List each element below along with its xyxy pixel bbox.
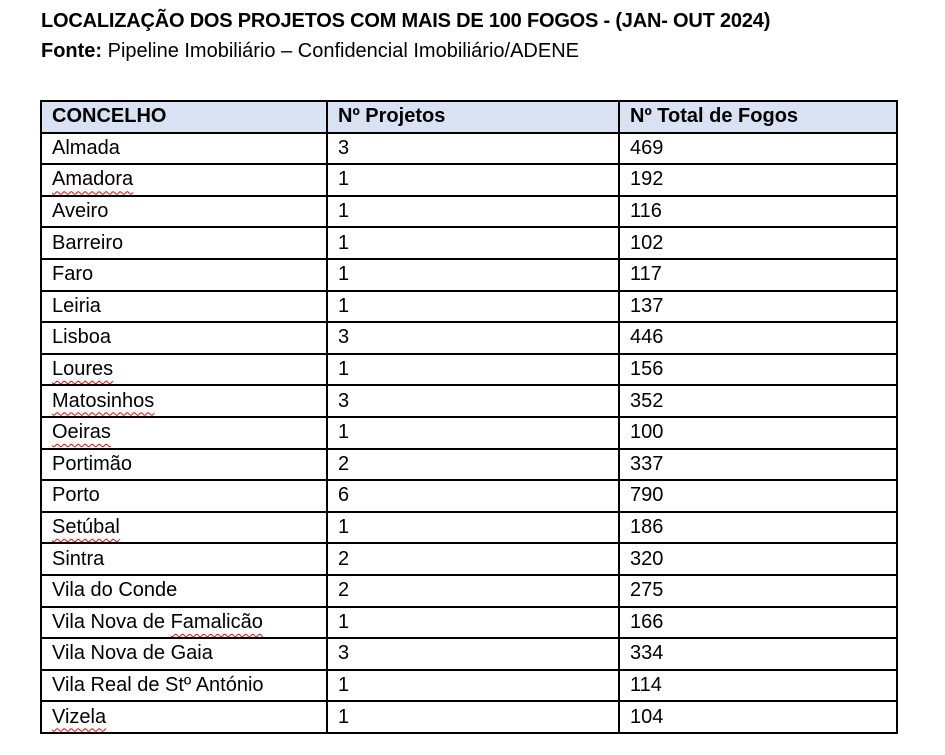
spellcheck-underlined-word: Setúbal bbox=[52, 516, 120, 539]
concelho-cell: Amadora bbox=[40, 163, 328, 197]
concelho-cell: Barreiro bbox=[40, 226, 328, 260]
num-projetos-cell: 3 bbox=[326, 384, 620, 418]
num-projetos-cell: 2 bbox=[326, 542, 620, 576]
table-row: Vizela 1 104 bbox=[40, 700, 898, 734]
header-num-total-fogos: Nº Total de Fogos bbox=[618, 100, 898, 134]
num-total-fogos-cell: 114 bbox=[618, 668, 898, 703]
num-projetos-cell: 1 bbox=[326, 226, 620, 260]
spellcheck-underlined-word: Amadora bbox=[52, 168, 134, 191]
num-total-fogos-cell: 337 bbox=[618, 447, 898, 482]
num-total-fogos-cell: 446 bbox=[618, 321, 898, 355]
num-projetos-cell: 2 bbox=[326, 573, 620, 608]
concelho-cell: Almada bbox=[40, 131, 328, 166]
concelho-cell: Faro bbox=[40, 257, 328, 292]
num-total-fogos-cell: 469 bbox=[618, 131, 898, 166]
table-body: Almada 3 469 Amadora 1 192 Aveiro 1 116 Barreiro 1… bbox=[40, 131, 898, 734]
concelho-cell: Vila do Conde bbox=[40, 573, 328, 608]
num-projetos-cell: 1 bbox=[326, 510, 620, 545]
spellcheck-underlined-word: Vizela bbox=[52, 705, 107, 728]
table-row: Vila Nova de Gaia 3 334 bbox=[40, 637, 898, 671]
table-row: Sintra 2 320 bbox=[40, 542, 898, 576]
table-row: Matosinhos 3 352 bbox=[40, 384, 898, 418]
num-total-fogos-cell: 192 bbox=[618, 163, 898, 197]
table-row: Lisboa 3 446 bbox=[40, 321, 898, 355]
concelho-cell: Sintra bbox=[40, 542, 328, 576]
projects-table: CONCELHO Nº Projetos Nº Total de Fogos A… bbox=[40, 100, 898, 734]
concelho-cell: Matosinhos bbox=[40, 384, 328, 418]
num-total-fogos-cell: 275 bbox=[618, 573, 898, 608]
spellcheck-underlined-word: Matosinhos bbox=[52, 389, 155, 412]
table-row: Almada 3 469 bbox=[40, 131, 898, 166]
header-concelho: CONCELHO bbox=[40, 100, 328, 134]
spellcheck-underlined-word: Oeiras bbox=[52, 421, 111, 444]
table-row: Faro 1 117 bbox=[40, 257, 898, 292]
table-row: Setúbal 1 186 bbox=[40, 510, 898, 545]
num-projetos-cell: 1 bbox=[326, 700, 620, 734]
table-row: Aveiro 1 116 bbox=[40, 194, 898, 229]
concelho-cell: Portimão bbox=[40, 447, 328, 482]
concelho-cell: Leiria bbox=[40, 289, 328, 324]
source-line: Fonte: Pipeline Imobiliário – Confidenci… bbox=[41, 36, 921, 66]
table-row: Porto 6 790 bbox=[40, 479, 898, 513]
concelho-cell: Vila Nova de Famalicão bbox=[40, 605, 328, 640]
concelho-cell: Oeiras bbox=[40, 415, 328, 450]
table-row: Oeiras 1 100 bbox=[40, 415, 898, 450]
num-projetos-cell: 3 bbox=[326, 637, 620, 671]
num-total-fogos-cell: 186 bbox=[618, 510, 898, 545]
table-row: Portimão 2 337 bbox=[40, 447, 898, 482]
table-row: Vila Real de Stº António 1 114 bbox=[40, 668, 898, 703]
table-row: Vila Nova de Famalicão 1 166 bbox=[40, 605, 898, 640]
concelho-cell: Lisboa bbox=[40, 321, 328, 355]
num-projetos-cell: 3 bbox=[326, 321, 620, 355]
table-row: Barreiro 1 102 bbox=[40, 226, 898, 260]
table-row: Leiria 1 137 bbox=[40, 289, 898, 324]
num-total-fogos-cell: 156 bbox=[618, 352, 898, 387]
num-total-fogos-cell: 102 bbox=[618, 226, 898, 260]
num-total-fogos-cell: 352 bbox=[618, 384, 898, 418]
concelho-cell: Vila Real de Stº António bbox=[40, 668, 328, 703]
num-projetos-cell: 1 bbox=[326, 289, 620, 324]
num-projetos-cell: 1 bbox=[326, 605, 620, 640]
num-projetos-cell: 1 bbox=[326, 194, 620, 229]
num-total-fogos-cell: 320 bbox=[618, 542, 898, 576]
source-text: Pipeline Imobiliário – Confidencial Imob… bbox=[102, 40, 579, 62]
page-title: LOCALIZAÇÃO DOS PROJETOS COM MAIS DE 100… bbox=[41, 10, 771, 32]
num-projetos-cell: 1 bbox=[326, 668, 620, 703]
num-projetos-cell: 1 bbox=[326, 352, 620, 387]
num-total-fogos-cell: 100 bbox=[618, 415, 898, 450]
num-total-fogos-cell: 166 bbox=[618, 605, 898, 640]
spellcheck-underlined-word: Famalicão bbox=[170, 610, 263, 633]
concelho-cell: Loures bbox=[40, 352, 328, 387]
spellcheck-underlined-word: Loures bbox=[52, 358, 114, 381]
num-total-fogos-cell: 104 bbox=[618, 700, 898, 734]
num-projetos-cell: 1 bbox=[326, 163, 620, 197]
num-total-fogos-cell: 334 bbox=[618, 637, 898, 671]
num-projetos-cell: 1 bbox=[326, 257, 620, 292]
num-total-fogos-cell: 137 bbox=[618, 289, 898, 324]
num-projetos-cell: 2 bbox=[326, 447, 620, 482]
table-row: Vila do Conde 2 275 bbox=[40, 573, 898, 608]
concelho-cell: Setúbal bbox=[40, 510, 328, 545]
num-projetos-cell: 6 bbox=[326, 479, 620, 513]
num-projetos-cell: 1 bbox=[326, 415, 620, 450]
table-row: Amadora 1 192 bbox=[40, 163, 898, 197]
concelho-cell: Aveiro bbox=[40, 194, 328, 229]
num-total-fogos-cell: 116 bbox=[618, 194, 898, 229]
concelho-cell: Porto bbox=[40, 479, 328, 513]
num-total-fogos-cell: 117 bbox=[618, 257, 898, 292]
table-header-row: CONCELHO Nº Projetos Nº Total de Fogos bbox=[40, 100, 898, 134]
num-total-fogos-cell: 790 bbox=[618, 479, 898, 513]
concelho-cell: Vizela bbox=[40, 700, 328, 734]
title-block: LOCALIZAÇÃO DOS PROJETOS COM MAIS DE 100… bbox=[41, 6, 921, 66]
concelho-cell: Vila Nova de Gaia bbox=[40, 637, 328, 671]
num-projetos-cell: 3 bbox=[326, 131, 620, 166]
header-num-projetos: Nº Projetos bbox=[326, 100, 620, 134]
source-label: Fonte: bbox=[41, 40, 103, 62]
table-row: Loures 1 156 bbox=[40, 352, 898, 387]
